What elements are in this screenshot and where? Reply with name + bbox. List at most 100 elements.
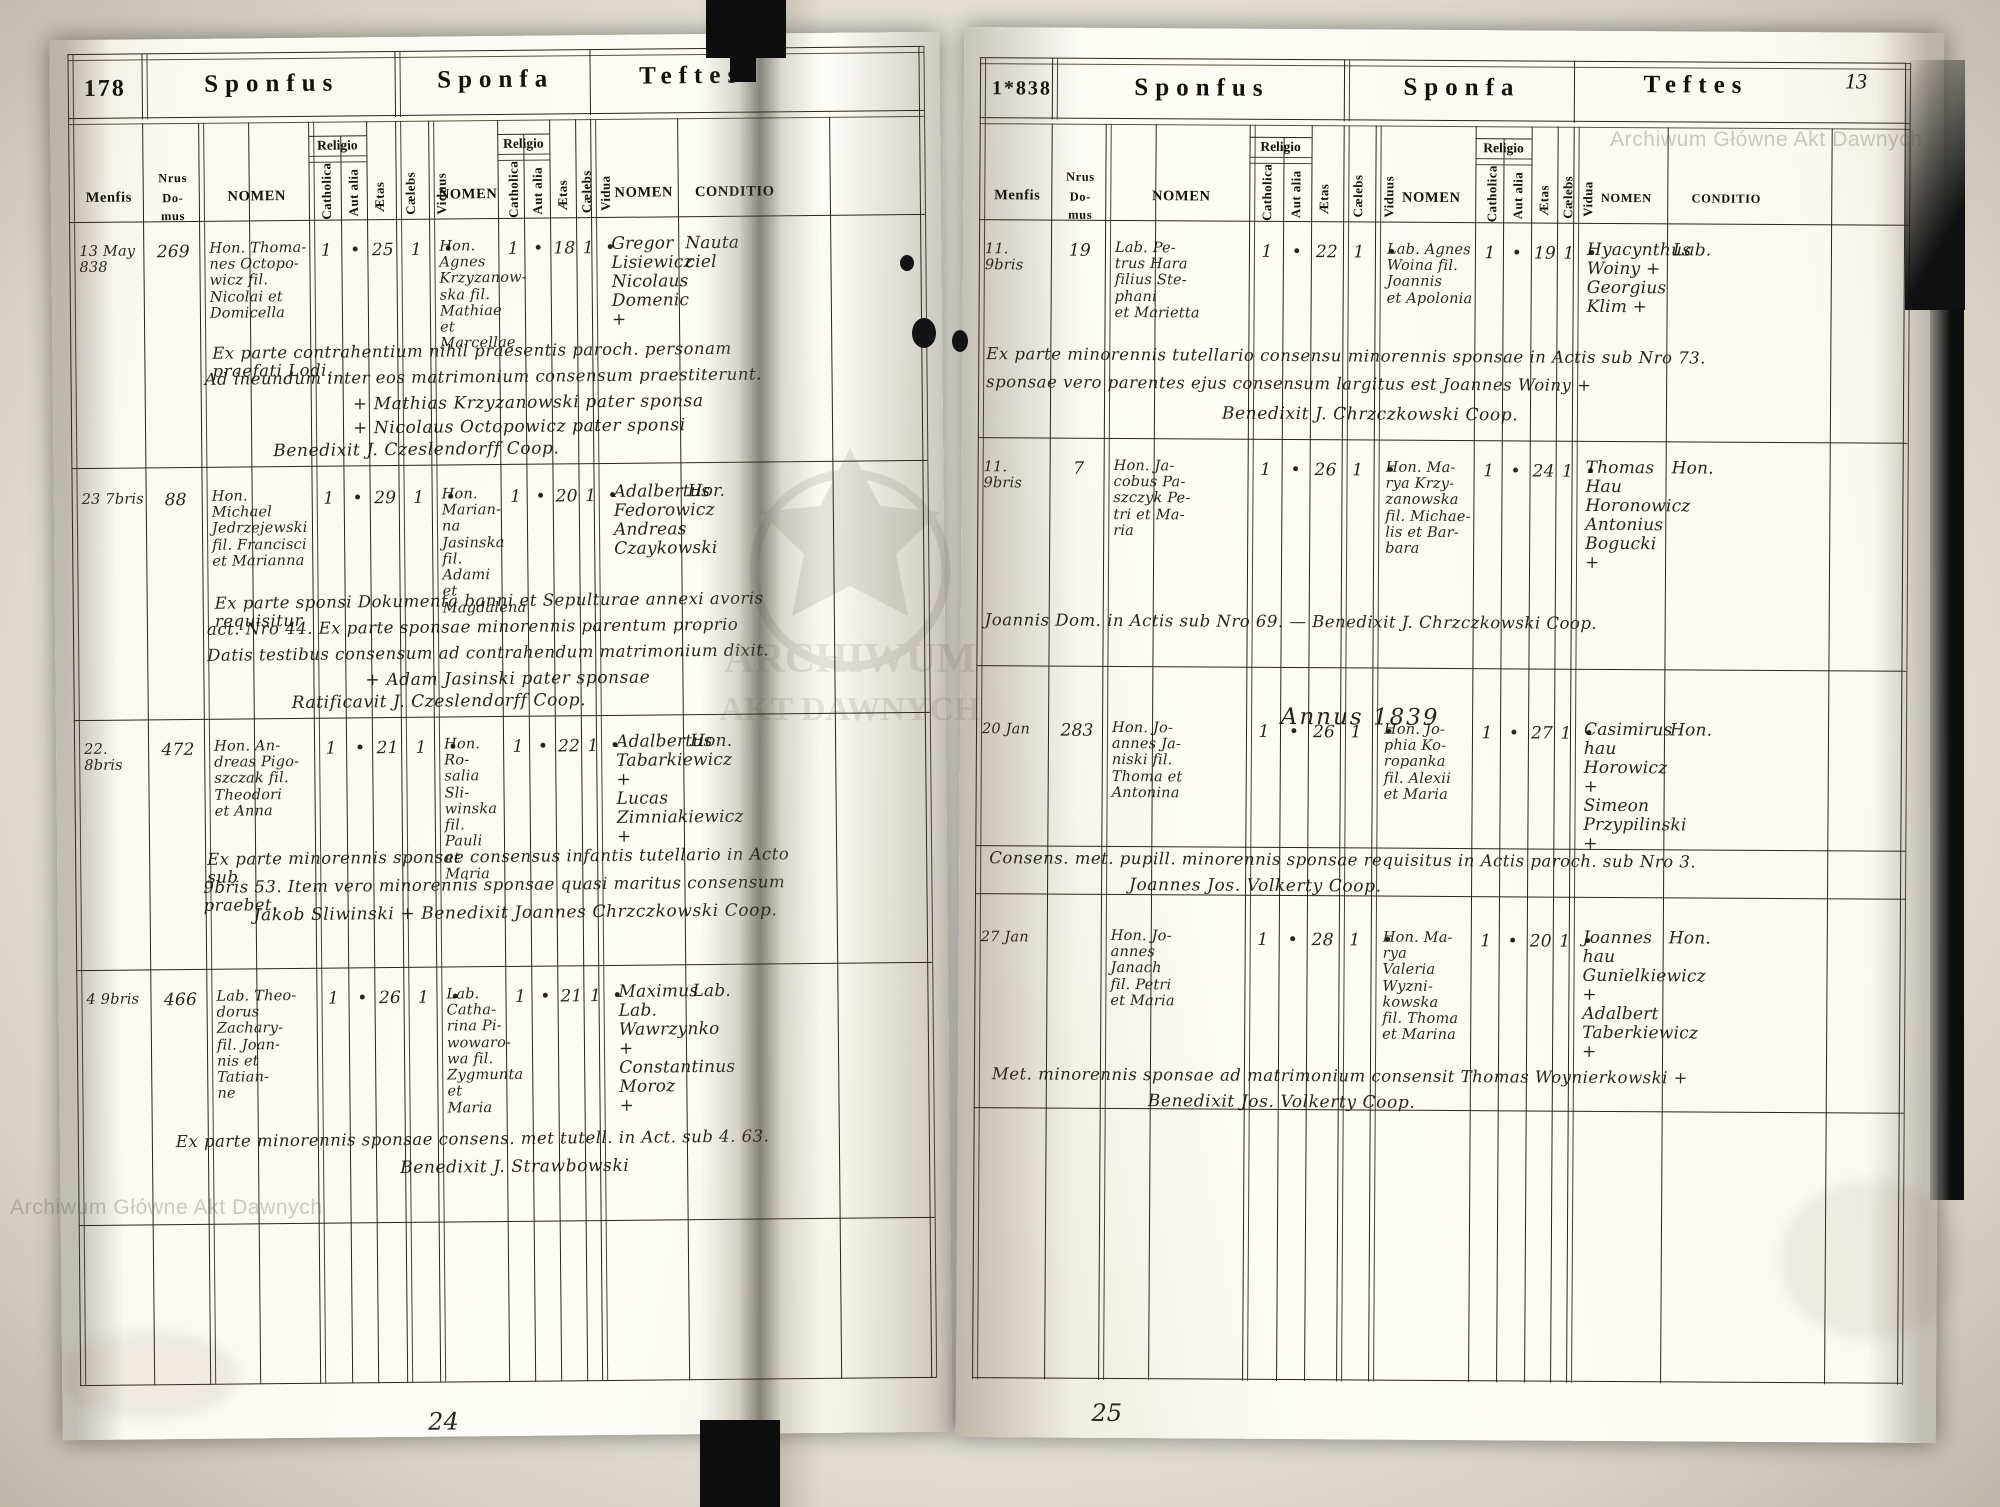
entry-sponsus-aetas: 26 (378, 987, 402, 1009)
binding-clip-top (706, 0, 786, 58)
entry-benediction: Benedixit J. Chrzczkowski Coop. (1221, 403, 1519, 426)
entry-sponsus-caelebs: 1 (413, 487, 425, 508)
binding-clip-top-stem (730, 56, 756, 82)
col-domus-line3-left: mus (160, 209, 186, 224)
entry-sponsa-name: Lab. Agnes Woina fil. Joannis et Apoloni… (1386, 241, 1473, 307)
entry-domus: 283 (1060, 720, 1094, 741)
entry-sponsus-caelebs: 1 (1350, 722, 1362, 743)
entry-note: Met. minorennis sponsae ad matrimonium c… (991, 1064, 1689, 1088)
entry-sponsa-caelebs: 1 (585, 486, 597, 507)
right-page-bottom-number: 25 (1091, 1398, 1123, 1428)
grand-header-sponsus-right: Sponfus (1134, 74, 1270, 102)
col-aetas-sponsa-right: Ætas (1536, 185, 1552, 216)
watermark-text-bottom-left: Archiwum Główne Akt Dawnych (10, 1196, 323, 1219)
entry-sponsa-name: Hon. Ma- rya Krzy- zanowska fil. Michae-… (1385, 459, 1471, 557)
entry-benediction: Joannes Jos. Volkerty Coop. (1129, 875, 1382, 897)
left-page-bottom-number: 24 (427, 1407, 460, 1436)
col-aetas-sponsus-left: Ætas (371, 181, 387, 213)
book-gutter (700, 0, 820, 1507)
entry-sponsa-catholica: 1 (1483, 461, 1495, 482)
entry-sponsus-catholica: 1 (323, 488, 335, 509)
entry-domus: 19 (1068, 240, 1092, 261)
col-aetas-sponsus-right: Ætas (1316, 183, 1332, 215)
entry-sponsus-name: Hon. Jo- annes Ja- niski fil. Thoma et A… (1111, 719, 1183, 802)
grand-header-sponsus-left: Sponfus (204, 69, 340, 98)
entry-domus: 466 (163, 989, 198, 1011)
entry-sponsa-aetas: 19 (1533, 243, 1557, 264)
entry-mensis: 13 May 838 (79, 243, 136, 277)
grand-header-testes-right: Teftes (1643, 71, 1749, 99)
entry-sponsa-catholica: 1 (512, 736, 524, 757)
col-nrus-right: Nrus (1065, 169, 1095, 184)
entry-sponsa-aetas: 18 (553, 238, 576, 259)
entry-mensis: 4 9bris (86, 991, 140, 1008)
binding-clip-bottom (700, 1420, 780, 1507)
entry-sponsa-autalia: • (1510, 461, 1521, 482)
entry-sponsus-autalia: • (354, 738, 366, 759)
entry-note: Joannis Dom. in Actis sub Nro 69. — Bene… (984, 610, 1598, 633)
entry-sponsa-aetas: 27 (1530, 723, 1554, 744)
entry-benediction: Benedixit J. Czeslendorff Coop. (273, 438, 560, 462)
entry-conditio: Hon. (1669, 720, 1713, 741)
entry-mensis: 23 7bris (81, 491, 144, 509)
entry-sponsa-aetas: 20 (555, 486, 578, 507)
entry-sponsus-aetas: 28 (1311, 930, 1334, 951)
paper-stain (1780, 1180, 1960, 1340)
entry-sponsus-catholica: 1 (1257, 929, 1269, 950)
entry-conditio: Hon. (1671, 458, 1714, 479)
grand-header-sponsa-left: Sponfa (437, 65, 555, 94)
entry-sponsus-catholica: 1 (1258, 721, 1270, 742)
svg-text:ARCHIWUM: ARCHIWUM (724, 636, 976, 682)
entry-sponsus-aetas: 26 (1314, 460, 1337, 481)
col-domus-line2-right: Do- (1069, 189, 1091, 204)
entry-sponsus-caelebs: 1 (415, 737, 427, 758)
entry-sponsa-autalia: • (1508, 723, 1520, 744)
col-nomen-sponsus-left: NOMEN (227, 188, 287, 205)
entry-sponsus-autalia: • (357, 988, 368, 1009)
col-testes-nomen-right: NOMEN (1600, 190, 1652, 206)
entry-sponsa-caelebs: 1 (1562, 461, 1574, 482)
entry-sponsus-catholica: 1 (320, 240, 332, 261)
entry-sponsa-caelebs: 1 (1560, 723, 1572, 744)
entry-sponsa-caelebs: 1 (582, 238, 594, 259)
religio-label-sponsus-left: Religio (316, 137, 358, 153)
entry-sponsus-name: Hon. Jo- annes Janach fil. Petri et Mari… (1110, 927, 1175, 1010)
entry-sponsus-name: Hon. Ja- cobus Pa- szczyk Pe- tri et Ma-… (1113, 457, 1191, 540)
entry-note: Ex parte minorennis tutellario consensu … (986, 344, 1707, 368)
archive-seal-watermark: ARCHIWUM AKT DAWNYCH (719, 448, 981, 728)
col-nrus-left: Nrus (158, 170, 188, 186)
entry-sponsus-caelebs: 1 (417, 987, 430, 1008)
entry-conditio: Hon. (1668, 928, 1712, 949)
entry-sponsa-name: Hon. Agnes Krzyzanow- ska fil. Mathiae e… (439, 238, 527, 352)
entry-sponsa-catholica: 1 (1480, 931, 1492, 952)
entry-note: sponsae vero parentes ejus consensum lar… (986, 372, 1592, 395)
col-catholica-sponsus-left: Catholica (318, 162, 335, 220)
binding-clip-right (1930, 300, 1964, 1200)
entry-note: Consens. met. pupill. minorennis sponsae… (989, 848, 1697, 872)
col-conditio-right: CONDITIO (1691, 191, 1762, 206)
entry-testes: Casimirus hau Horowicz + Simeon Przypili… (1583, 719, 1687, 855)
entry-sponsa-aetas: 24 (1532, 461, 1555, 482)
religio-label-sponsa-left: Religio (502, 135, 544, 151)
ink-blot (912, 318, 936, 348)
entry-domus: 88 (164, 490, 187, 511)
col-caelebs-sponsa-right: Cælebs (1560, 176, 1576, 220)
entry-testes: Maximus Lab. Wawrzynko + Constantinus Mo… (618, 981, 736, 1117)
col-caelebs-sponsus-right: Cælebs (1350, 174, 1366, 218)
grand-header-sponsa-right: Sponfa (1403, 73, 1521, 102)
col-catholica-sponsa-right: Catholica (1484, 165, 1500, 223)
col-caelebs-sponsus-left: Cælebs (402, 172, 418, 216)
entry-sponsa-autalia: • (540, 986, 551, 1007)
right-corner-number: 13 (1844, 68, 1868, 94)
entry-benediction: Benedixit Jos. Volkerty Coop. (1147, 1091, 1416, 1113)
col-mensis-right: Menfis (994, 187, 1041, 204)
entry-testes: Gregor Lisiewicz Nicolaus Domenic + (611, 233, 693, 331)
entry-sponsa-autalia: • (1511, 243, 1523, 264)
entry-sponsa-autalia: • (535, 486, 546, 507)
entry-sponsus-autalia: • (352, 488, 363, 509)
entry-sponsa-aetas: 21 (560, 986, 583, 1007)
col-nomen-sponsa-left: NOMEN (438, 186, 498, 203)
entry-conditio: Lab. (1672, 240, 1712, 261)
entry-sponsus-name: Lab. Theo- dorus Zachary- fil. Joan- nis… (216, 987, 297, 1103)
